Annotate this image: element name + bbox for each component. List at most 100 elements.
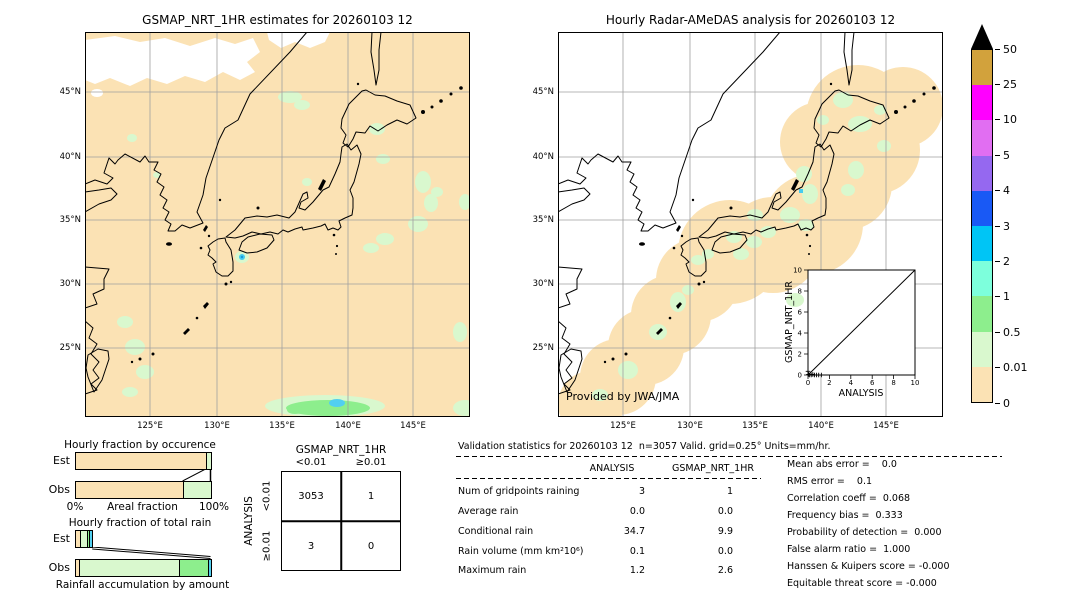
- bar-segment: [79, 560, 179, 576]
- contingency-row-label-lt: <0.01: [261, 480, 273, 512]
- total-rain-est-bar: [75, 530, 94, 548]
- colorbar-segment: [972, 261, 992, 297]
- colorbar-segment: [972, 120, 992, 156]
- inset-tickmarks: [804, 269, 916, 379]
- gsmap-lat-25: 25°N: [59, 343, 81, 353]
- stats-row-label: Rain volume (mm km²10⁶): [458, 546, 584, 557]
- occurrence-connector: [182, 469, 212, 481]
- score-hk: Hanssen & Kuipers score = -0.000: [787, 561, 950, 572]
- bar-segment: [76, 453, 206, 469]
- bar-segment: [80, 531, 87, 547]
- inset-ylabel: GSMAP_NRT_1HR: [784, 281, 795, 363]
- stats-row-gsmap: 9.9: [717, 526, 733, 537]
- total-rain-xlabel: Rainfall accumulation by amount: [55, 579, 230, 591]
- stats-row-analysis: 34.7: [623, 526, 645, 537]
- occurrence-est-label: Est: [53, 454, 70, 467]
- bar-segment: [76, 560, 80, 576]
- colorbar-tick: 0.01: [995, 361, 1028, 374]
- gsmap-lat-40: 40°N: [59, 152, 81, 162]
- radar-lon-140: 140°E: [808, 421, 834, 431]
- gsmap-lat-35: 35°N: [59, 215, 81, 225]
- colorbar-segment: [972, 155, 992, 191]
- inset-y-ticklabels: 0 2 4 6 8 10: [793, 267, 802, 380]
- bar-segment: [207, 560, 211, 576]
- score-far: False alarm ratio = 1.000: [787, 544, 911, 555]
- radar-lat-25: 25°N: [532, 343, 554, 353]
- colorbar-tick: 4: [995, 184, 1010, 197]
- inset-x-ticklabels: 0 2 4 6 8 10: [806, 379, 920, 387]
- svg-text:10: 10: [793, 267, 802, 275]
- svg-text:6: 6: [870, 379, 875, 387]
- svg-text:2: 2: [827, 379, 831, 387]
- score-mean-abs-error: Mean abs error = 0.0: [787, 459, 897, 470]
- gsmap-map-canvas: [85, 32, 470, 417]
- contingency-row-header: ANALYSIS: [243, 496, 255, 546]
- occurrence-obs-label: Obs: [48, 483, 70, 496]
- score-ets: Equitable threat score = -0.000: [787, 578, 937, 589]
- radar-lat-30: 30°N: [532, 279, 554, 289]
- total-rain-connector: [92, 547, 211, 559]
- colorbar-tick: 1: [995, 290, 1010, 303]
- radar-lat-45: 45°N: [532, 87, 554, 97]
- svg-text:6: 6: [798, 309, 803, 317]
- colorbar-segment: [972, 366, 992, 403]
- gsmap-lon-135: 135°E: [269, 421, 295, 431]
- bar-segment: [76, 531, 81, 547]
- radar-lat-35: 35°N: [532, 215, 554, 225]
- stats-header-divider: [456, 478, 761, 479]
- svg-text:8: 8: [891, 379, 895, 387]
- radar-border: [558, 32, 943, 417]
- total-rain-chart-title: Hourly fraction of total rain: [68, 517, 212, 529]
- radar-lon-135: 135°E: [742, 421, 768, 431]
- colorbar-tick-labels: 50 25 10 5 4 3 2 1 0.5 0.01 0: [995, 43, 1045, 410]
- radar-map-canvas: 0 2 4 6 8 10 0 2 4 6 8 10 ANALYSIS GSMAP…: [558, 32, 943, 417]
- bar-segment: [178, 560, 208, 576]
- contingency-col-header: GSMAP_NRT_1HR: [295, 444, 387, 456]
- stats-row-analysis: 0.0: [629, 506, 645, 517]
- occurrence-xlabel: Areal fraction: [107, 501, 178, 513]
- stats-row-gsmap: 0.0: [717, 506, 733, 517]
- colorbar-segment: [972, 331, 992, 367]
- stats-title: Validation statistics for 20260103 12 n=…: [458, 441, 831, 452]
- stats-row-analysis: 1.2: [629, 565, 645, 576]
- colorbar-segment: [972, 296, 992, 332]
- gsmap-map-title: GSMAP_NRT_1HR estimates for 20260103 12: [142, 13, 413, 27]
- colorbar-tick: 0: [995, 397, 1010, 410]
- gsmap-lon-140: 140°E: [335, 421, 361, 431]
- score-frequency-bias: Frequency bias = 0.333: [787, 510, 903, 521]
- contingency-row-label-ge: ≥0.01: [261, 530, 273, 562]
- score-correlation: Correlation coeff = 0.068: [787, 493, 911, 504]
- svg-text:0: 0: [798, 372, 802, 380]
- occurrence-chart-title: Hourly fraction by occurence: [64, 439, 216, 451]
- stats-row-analysis: 3: [638, 486, 645, 497]
- score-pod: Probability of detection = 0.000: [787, 527, 942, 538]
- occurrence-x0: 0%: [66, 501, 84, 513]
- contingency-cell-11: 0: [367, 540, 375, 552]
- scatter-point: [806, 372, 811, 377]
- bar-segment: [86, 531, 90, 547]
- occurrence-x100: 100%: [198, 501, 230, 513]
- contingency-cell-10: 3: [307, 540, 315, 552]
- gsmap-background: [85, 32, 470, 417]
- occurrence-est-bar: [75, 452, 212, 470]
- stats-title-divider: [456, 456, 1002, 457]
- credit-text: Provided by JWA/JMA: [566, 390, 680, 403]
- bar-segment: [76, 482, 183, 498]
- inset-scatter: 0 2 4 6 8 10 0 2 4 6 8 10 ANALYSIS GSMAP…: [784, 267, 919, 400]
- stats-row-gsmap: 2.6: [717, 565, 733, 576]
- gsmap-lon-125: 125°E: [137, 421, 163, 431]
- contingency-col-label-lt: <0.01: [295, 457, 327, 468]
- radar-lon-145: 145°E: [873, 421, 899, 431]
- bar-segment: [205, 453, 211, 469]
- contingency-cell-00: 3053: [298, 490, 324, 502]
- stats-col-gsmap: GSMAP_NRT_1HR: [672, 463, 754, 474]
- svg-text:8: 8: [798, 288, 802, 296]
- radar-lat-40: 40°N: [532, 152, 554, 162]
- contingency-col-label-ge: ≥0.01: [355, 457, 387, 468]
- gsmap-lat-45: 45°N: [59, 87, 81, 97]
- gsmap-lat-30: 30°N: [59, 279, 81, 289]
- bar-segment: [182, 482, 211, 498]
- colorbar-tick: 2: [995, 255, 1010, 268]
- stats-row-gsmap: 0.0: [717, 546, 733, 557]
- colorbar-tick: 5: [995, 149, 1010, 162]
